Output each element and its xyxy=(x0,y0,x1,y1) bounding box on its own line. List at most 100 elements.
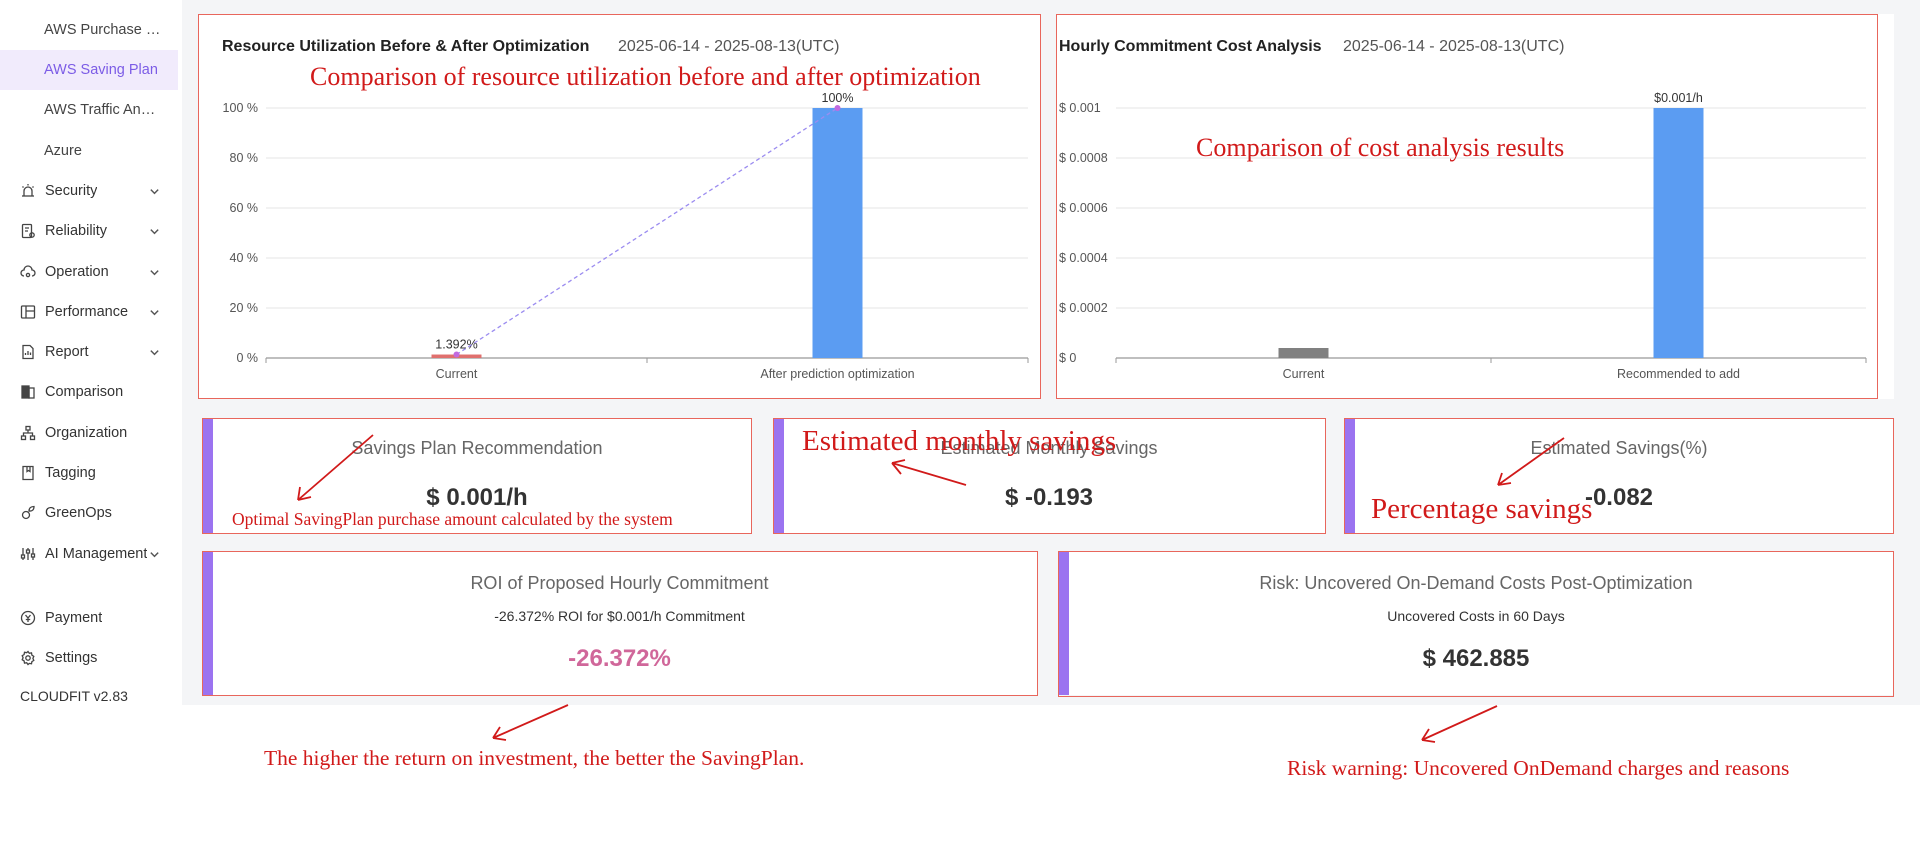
sidebar-item-operation[interactable]: Operation xyxy=(0,252,178,292)
grid-window-icon xyxy=(20,304,36,320)
bar-1 xyxy=(1653,108,1704,358)
monthly-savings-value: $ -0.193 xyxy=(1004,484,1094,511)
sidebar-item-organization[interactable]: Organization xyxy=(0,413,178,453)
sidebar-item-aws-saving-plan[interactable]: AWS Saving Plan xyxy=(0,50,178,90)
utilization-chart-date-range: 2025-06-14 - 2025-08-13(UTC) xyxy=(618,38,840,55)
utilization-chart: 0 % 20 % 40 % 60 % 80 % 100 % Current 1.392% Aft… xyxy=(223,91,1029,381)
arrow-monthly xyxy=(891,459,967,486)
chevron-down-icon xyxy=(149,225,160,236)
sidebar: AWS Purchase Recommendation AWS Saving P… xyxy=(0,0,182,705)
data-label: 1.392% xyxy=(435,338,477,352)
risk-subtitle: Uncovered Costs in 60 Days xyxy=(1387,608,1565,624)
sidebar-item-performance[interactable]: Performance xyxy=(0,292,178,332)
monthly-savings-card: Estimated Monthly Savings $ -0.193 xyxy=(773,418,1325,533)
organization-icon xyxy=(20,425,36,441)
sidebar-item-report[interactable]: Report xyxy=(0,332,178,372)
trend-point xyxy=(453,351,460,358)
annotation-monthly: Estimated monthly savings xyxy=(802,425,1117,457)
currency-icon xyxy=(20,610,36,626)
y-tick-label: $ 0.0002 xyxy=(1059,301,1108,315)
sidebar-item-greenops[interactable]: GreenOps xyxy=(0,493,178,533)
cost-chart-date-range: 2025-06-14 - 2025-08-13(UTC) xyxy=(1343,38,1565,55)
trend-point xyxy=(834,105,841,111)
sliders-icon xyxy=(20,546,36,562)
risk-value: $ 462.885 xyxy=(1422,645,1530,672)
annotation-cost: Comparison of cost analysis results xyxy=(1196,133,1565,162)
report-icon xyxy=(20,344,36,360)
risk-title: Risk: Uncovered On-Demand Costs Post-Opt… xyxy=(1259,573,1693,593)
x-tick-label: Current xyxy=(1283,367,1325,381)
y-tick-label: 40 % xyxy=(230,251,259,265)
card-accent-bar xyxy=(202,551,213,695)
y-tick-label: 20 % xyxy=(230,301,259,315)
cloud-gear-icon xyxy=(20,264,36,280)
roi-value: -26.372% xyxy=(568,645,671,672)
chevron-down-icon xyxy=(149,185,160,196)
gear-icon xyxy=(20,650,36,666)
sidebar-item-comparison[interactable]: Comparison xyxy=(0,372,178,412)
sidebar-item-settings[interactable]: Settings xyxy=(0,638,178,678)
chevron-down-icon xyxy=(149,306,160,317)
roi-subtitle: -26.372% ROI for $0.001/h Commitment xyxy=(494,608,745,624)
chevron-down-icon xyxy=(149,266,160,277)
savings-plan-title: Savings Plan Recommendation xyxy=(351,438,603,458)
y-tick-label: 100 % xyxy=(223,101,258,115)
sidebar-item-security[interactable]: Security xyxy=(0,171,178,211)
bar-0 xyxy=(1278,348,1329,358)
sidebar-item-payment[interactable]: Payment xyxy=(0,598,178,638)
monthly-savings-title: Estimated Monthly Savings xyxy=(940,438,1158,458)
bar-1 xyxy=(812,108,863,358)
y-tick-label: $ 0 xyxy=(1059,351,1076,365)
roi-title: ROI of Proposed Hourly Commitment xyxy=(470,573,769,593)
arrow-risk xyxy=(1421,705,1498,743)
sidebar-item-reliability[interactable]: Reliability xyxy=(0,211,178,251)
y-tick-label: 80 % xyxy=(230,151,259,165)
cost-chart: $ 0 $ 0.0002 $ 0.0004 $ 0.0006 $ 0.0008 $ 0.0… xyxy=(1059,91,1867,381)
app-version: CLOUDFIT v2.83 xyxy=(20,688,128,704)
card-accent-bar xyxy=(1344,418,1355,533)
card-accent-bar xyxy=(773,418,784,533)
x-tick-label: After prediction optimization xyxy=(760,367,914,381)
data-label: 100% xyxy=(822,91,854,105)
arrow-optimal xyxy=(297,434,374,501)
savings-plan-value: $ 0.001/h xyxy=(426,484,528,511)
savings-percent-card: Estimated Savings(%) -0.082 xyxy=(1344,418,1894,533)
utilization-chart-title: Resource Utilization Before & After Opti… xyxy=(222,38,590,55)
sidebar-item-ai-management[interactable]: AI Management xyxy=(0,534,178,574)
data-label: $0.001/h xyxy=(1654,91,1703,105)
alarm-icon xyxy=(20,183,36,199)
card-accent-bar xyxy=(202,418,213,533)
roi-card: ROI of Proposed Hourly Commitment -26.37… xyxy=(202,551,1037,695)
arrow-roi xyxy=(492,704,569,741)
tag-book-icon xyxy=(20,465,36,481)
savings-percent-value: -0.082 xyxy=(1584,484,1654,511)
annotation-risk: Risk warning: Uncovered OnDemand charges… xyxy=(1287,756,1790,780)
savings-plan-card: Savings Plan Recommendation $ 0.001/h xyxy=(202,418,752,533)
annotation-utilization: Comparison of resource utilization befor… xyxy=(310,62,981,91)
x-tick-label: Current xyxy=(436,367,478,381)
risk-card: Risk: Uncovered On-Demand Costs Post-Opt… xyxy=(1058,551,1894,695)
y-tick-label: 0 % xyxy=(236,351,258,365)
trend-line xyxy=(456,107,838,356)
y-tick-label: $ 0.0006 xyxy=(1059,201,1108,215)
annotation-percentage: Percentage savings xyxy=(1371,493,1593,525)
chevron-down-icon xyxy=(149,548,160,559)
chevron-down-icon xyxy=(149,346,160,357)
arrow-percentage xyxy=(1497,437,1565,486)
y-tick-label: 60 % xyxy=(230,201,259,215)
savings-percent-title: Estimated Savings(%) xyxy=(1530,438,1708,458)
compare-icon xyxy=(20,384,36,400)
document-settings-icon xyxy=(20,223,36,239)
annotation-optimal: Optimal SavingPlan purchase amount calcu… xyxy=(232,509,673,529)
y-tick-label: $ 0.0004 xyxy=(1059,251,1108,265)
annotation-roi: The higher the return on investment, the… xyxy=(264,746,805,770)
y-tick-label: $ 0.0008 xyxy=(1059,151,1108,165)
cost-chart-title: Hourly Commitment Cost Analysis xyxy=(1059,38,1322,55)
sidebar-item-tagging[interactable]: Tagging xyxy=(0,453,178,493)
card-accent-bar xyxy=(1058,551,1069,695)
leaf-gear-icon xyxy=(20,505,36,521)
utilization-chart-card: Resource Utilization Before & After Opti… xyxy=(198,14,1040,399)
cost-chart-card: Hourly Commitment Cost Analysis 2025-06-… xyxy=(1056,14,1894,399)
x-tick-label: Recommended to add xyxy=(1617,367,1740,381)
